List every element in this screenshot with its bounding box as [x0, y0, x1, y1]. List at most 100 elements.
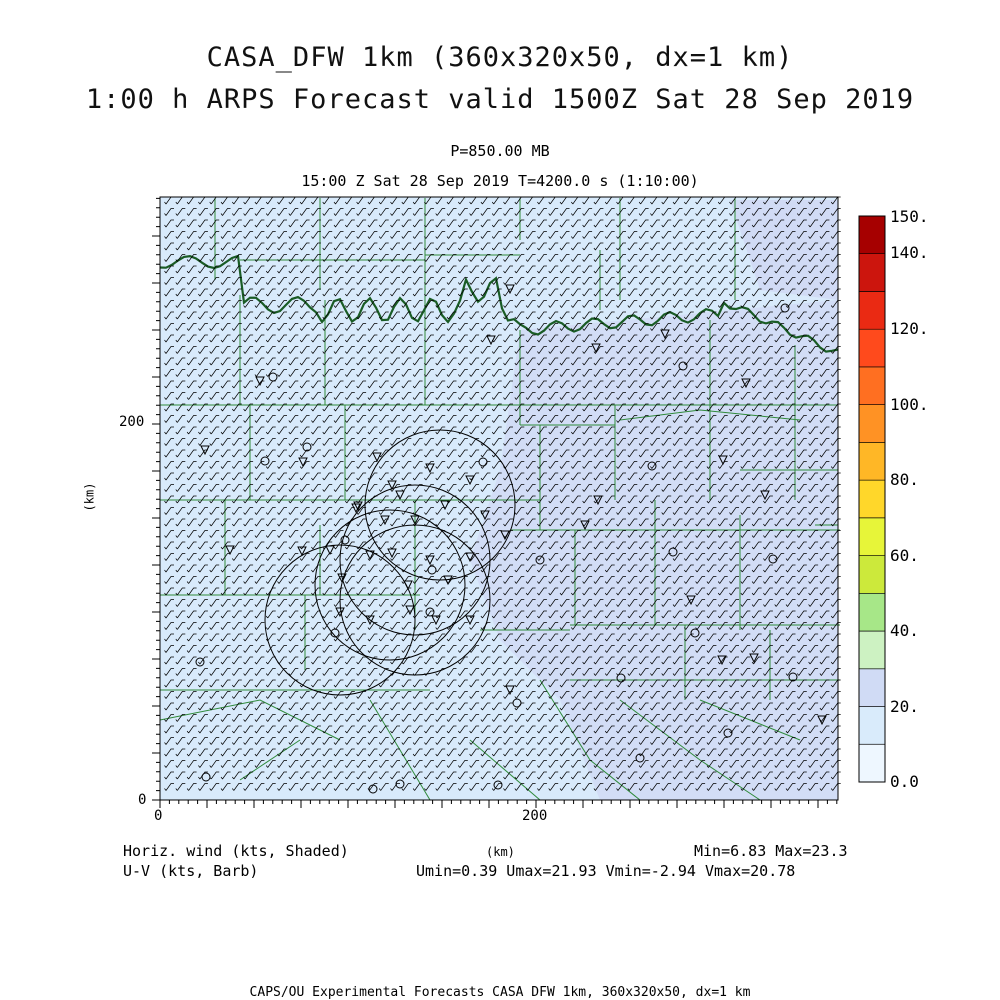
station-triangle: [403, 580, 413, 591]
colorbar-frame: [858, 215, 886, 783]
county-line: [699, 699, 801, 741]
station-circle: [635, 753, 645, 763]
station-triangle: [298, 457, 308, 468]
colorbar-band: [858, 366, 886, 405]
station-triangle: [431, 615, 441, 626]
station-triangle: [505, 284, 515, 295]
colorbar-band: [858, 592, 886, 632]
wind-speed-field-high-2: [730, 200, 838, 300]
colorbar-band: [858, 479, 886, 519]
radar-range-ring: [364, 429, 516, 581]
station-circle: [395, 779, 405, 789]
station-circle: [201, 772, 211, 782]
colorbar-label-100: 100.: [890, 395, 929, 414]
station-circle: [260, 456, 270, 466]
station-triangle: [387, 480, 397, 491]
station-circle: [647, 461, 657, 471]
station-circle: [768, 554, 778, 564]
station-triangle: [351, 503, 361, 514]
colorbar-band: [858, 743, 886, 783]
station-triangle: [297, 546, 307, 557]
station-circle: [368, 784, 378, 794]
station-triangle: [741, 378, 751, 389]
station-triangle: [405, 605, 415, 616]
colorbar-label-120: 120.: [890, 319, 929, 338]
station-triangle: [365, 615, 375, 626]
station-triangle: [395, 490, 405, 501]
colorbar-band: [858, 328, 886, 368]
county-line: [539, 679, 641, 801]
county-line: [159, 699, 341, 741]
station-triangle: [380, 515, 390, 526]
station-circle: [330, 628, 340, 638]
radar-range-ring: [264, 544, 416, 696]
station-triangle: [335, 607, 345, 618]
plot-frame: [159, 196, 839, 801]
colorbar-label-0: 0.0: [890, 772, 919, 791]
colorbar-band: [858, 442, 886, 481]
y-tick-200: 200: [119, 414, 145, 430]
colorbar-band: [858, 517, 886, 556]
station-triangle: [749, 653, 759, 664]
station-triangle: [686, 595, 696, 606]
station-circle: [302, 442, 312, 452]
colorbar-label-80: 80.: [890, 470, 919, 489]
station-circle: [478, 457, 488, 467]
station-circle: [668, 547, 678, 557]
station-triangle: [200, 445, 210, 456]
station-circle: [425, 607, 435, 617]
station-triangle: [486, 335, 496, 346]
min-max-readout: Min=6.83 Max=23.3: [694, 842, 848, 860]
colorbar-band: [858, 291, 886, 330]
colorbar-band: [858, 630, 886, 670]
station-triangle: [410, 515, 420, 526]
station-triangle: [500, 530, 510, 541]
legend-barb-label: U-V (kts, Barb): [123, 862, 259, 880]
station-triangle: [505, 685, 515, 696]
station-circle: [690, 628, 700, 638]
valid-time-label: 15:00 Z Sat 28 Sep 2019 T=4200.0 s (1:10…: [301, 172, 699, 190]
uv-range-readout: Umin=0.39 Umax=21.93 Vmin=-2.94 Vmax=20.…: [416, 862, 796, 880]
station-triangle: [365, 550, 375, 561]
station-triangle: [353, 501, 363, 512]
colorbar-band: [858, 555, 886, 594]
radar-range-ring: [314, 509, 466, 661]
colorbar-label-20: 20.: [890, 697, 919, 716]
station-triangle: [465, 552, 475, 563]
county-line: [239, 739, 301, 781]
station-circle: [616, 673, 626, 683]
axis-ticks: [152, 197, 838, 808]
colorbar-band: [858, 215, 886, 255]
station-triangle: [387, 548, 397, 559]
colorbar-label-40: 40.: [890, 621, 919, 640]
station-triangle: [225, 545, 235, 556]
colorbar-band: [858, 404, 886, 443]
x-tick-0: 0: [154, 808, 163, 824]
station-triangle: [255, 376, 265, 387]
county-line: [619, 409, 801, 421]
footer-credit: CAPS/OU Experimental Forecasts CASA DFW …: [249, 985, 751, 1000]
station-circle: [723, 728, 733, 738]
station-triangle: [717, 655, 727, 666]
y-axis-label: (km): [82, 482, 97, 512]
station-triangle: [443, 575, 453, 586]
station-circle: [268, 372, 278, 382]
station-triangle: [425, 555, 435, 566]
map-title-line1: CASA_DFW 1km (360x320x50, dx=1 km): [206, 42, 794, 73]
station-circle: [195, 657, 205, 667]
radar-range-ring: [339, 484, 491, 636]
station-triangle: [425, 463, 435, 474]
pressure-level-label: P=850.00 MB: [450, 142, 550, 160]
colorbar-label-140: 140.: [890, 243, 929, 262]
station-triangle: [465, 475, 475, 486]
map-title-line2: 1:00 h ARPS Forecast valid 1500Z Sat 28 …: [85, 84, 915, 115]
station-triangle: [337, 573, 347, 584]
station-triangle: [718, 455, 728, 466]
station-triangle: [817, 715, 827, 726]
legend-shaded-label: Horiz. wind (kts, Shaded): [123, 842, 349, 860]
station-triangle: [440, 500, 450, 511]
x-tick-200: 200: [522, 808, 548, 824]
colorbar-band: [858, 668, 886, 707]
station-circle: [780, 303, 790, 313]
